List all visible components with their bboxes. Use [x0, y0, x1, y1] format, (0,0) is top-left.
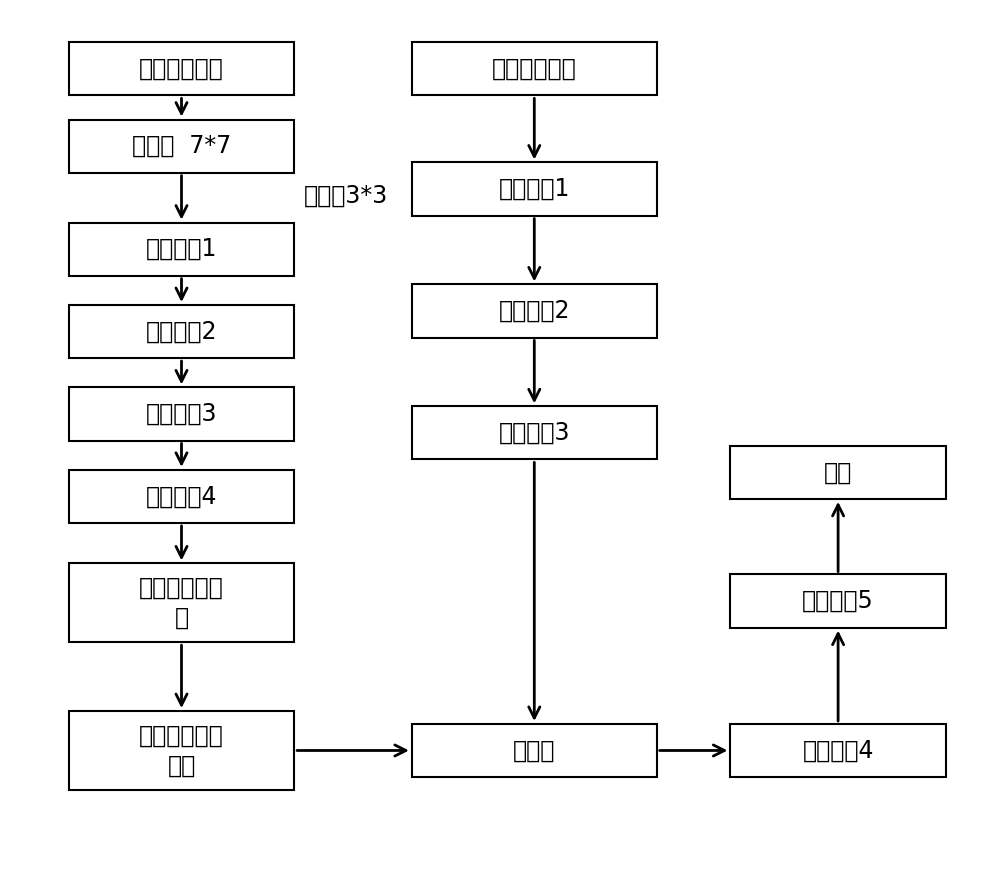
- Text: 全连接层2: 全连接层2: [499, 299, 570, 323]
- Text: 残差模块4: 残差模块4: [146, 484, 217, 508]
- Bar: [69, 305, 294, 358]
- Bar: [69, 223, 294, 276]
- Bar: [730, 724, 946, 777]
- Bar: [69, 387, 294, 441]
- Bar: [730, 575, 946, 628]
- Bar: [412, 285, 657, 337]
- Text: 空间金字塔池
化层: 空间金字塔池 化层: [139, 724, 224, 777]
- Text: 卷积层  7*7: 卷积层 7*7: [132, 134, 231, 158]
- Bar: [69, 42, 294, 95]
- Bar: [412, 42, 657, 95]
- Text: 残差模块1: 残差模块1: [146, 237, 217, 261]
- Bar: [69, 563, 294, 642]
- Bar: [412, 406, 657, 460]
- Bar: [412, 724, 657, 777]
- Bar: [69, 711, 294, 790]
- Text: 全连接层3: 全连接层3: [499, 420, 570, 445]
- Text: 全连接层1: 全连接层1: [499, 177, 570, 201]
- Bar: [69, 470, 294, 523]
- Text: 输入图片输入: 输入图片输入: [139, 57, 224, 81]
- Text: 池化层3*3: 池化层3*3: [304, 184, 388, 208]
- Text: 残差模块2: 残差模块2: [146, 320, 217, 343]
- Bar: [412, 162, 657, 215]
- Text: 融合层: 融合层: [513, 738, 555, 762]
- Text: 全连接层5: 全连接层5: [802, 590, 874, 613]
- Bar: [69, 119, 294, 173]
- Text: 输入文本信息: 输入文本信息: [492, 57, 577, 81]
- Text: 全连接层4: 全连接层4: [802, 738, 874, 762]
- Text: 残差模块3: 残差模块3: [146, 402, 217, 426]
- Text: 注意力机制模
块: 注意力机制模 块: [139, 576, 224, 630]
- Text: 输出: 输出: [824, 461, 852, 484]
- Bar: [730, 446, 946, 499]
